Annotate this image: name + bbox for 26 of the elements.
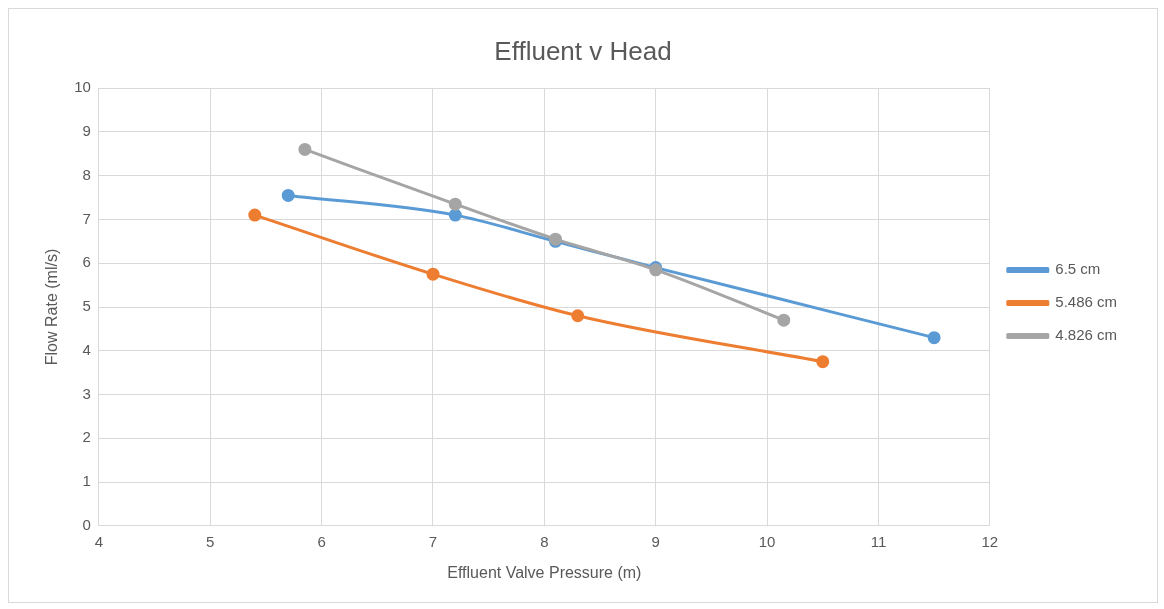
x-tick-label: 9 <box>651 532 660 550</box>
x-tick-label: 7 <box>428 532 438 550</box>
chart-title: Effluent v Head <box>494 35 672 66</box>
legend-label: 4.826 cm <box>1055 326 1117 344</box>
y-tick-label: 7 <box>82 209 91 227</box>
legend-label: 6.5 cm <box>1055 260 1101 278</box>
y-axis-title: Flow Rate (ml/s) <box>43 248 61 366</box>
x-axis-title: Effluent Valve Pressure (m) <box>447 563 642 581</box>
y-tick-label: 3 <box>82 384 91 402</box>
y-tick-label: 1 <box>82 472 91 490</box>
y-tick-label: 5 <box>82 297 91 315</box>
y-tick-label: 4 <box>82 340 91 358</box>
x-tick-label: 8 <box>540 532 549 550</box>
legend-label: 5.486 cm <box>1055 293 1117 311</box>
x-tick-label: 6 <box>317 532 326 550</box>
y-tick-label: 0 <box>82 515 91 533</box>
x-tick-label: 4 <box>94 532 104 550</box>
y-tick-label: 10 <box>74 78 91 96</box>
y-tick-label: 9 <box>82 122 91 140</box>
x-tick-label: 12 <box>981 532 999 550</box>
y-tick-label: 6 <box>82 253 91 271</box>
y-tick-label: 8 <box>82 165 91 183</box>
x-tick-label: 5 <box>206 532 215 550</box>
x-tick-label: 11 <box>870 532 887 550</box>
x-tick-label: 10 <box>758 532 776 550</box>
y-tick-label: 2 <box>82 428 91 446</box>
